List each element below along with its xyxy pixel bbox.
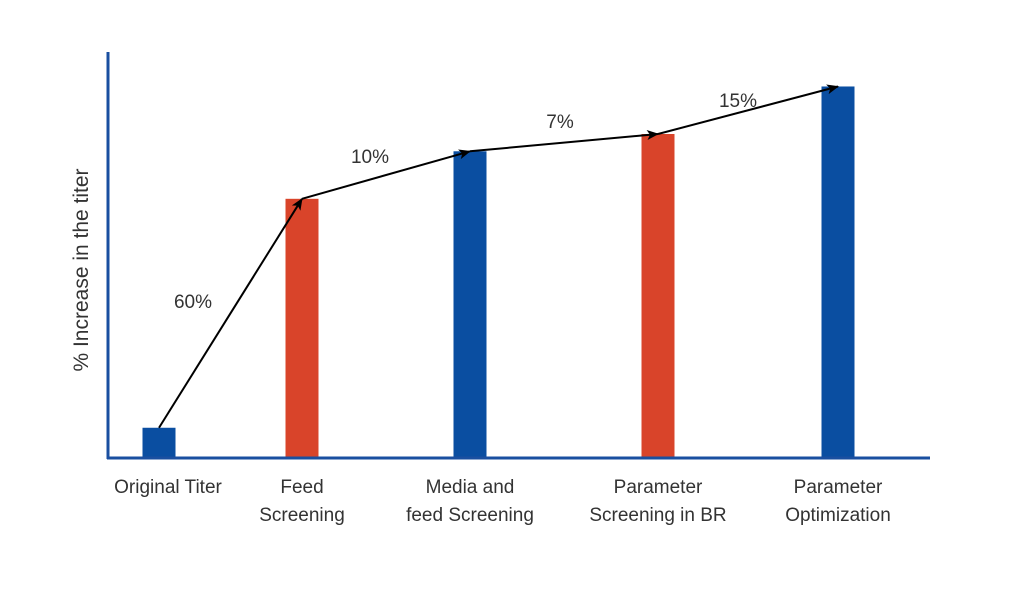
arrows-group [158,84,839,429]
step-arrow-0 [158,197,303,429]
category-label-0: Original Titer [114,477,222,498]
bar-1 [285,198,319,459]
step-increase-labels: 60% 10% 7% 15% [174,91,757,313]
step-increase-label-0: 60% [174,292,212,313]
step-increase-label-2: 7% [546,112,574,133]
category-label-2: Media and feed Screening [406,477,534,526]
bar-4 [821,86,855,458]
bar-0 [142,427,176,458]
step-arrow-1 [301,149,471,200]
bar-3 [641,134,675,458]
category-label-4: Parameter Optimization [785,477,891,526]
bars-group [142,86,855,459]
category-labels: Original Titer Feed Screening Media and feed… [114,477,891,526]
step-arrow-2 [469,130,659,153]
y-axis-title: % Increase in the titer [70,168,93,371]
category-label-1: Feed Screening [259,477,345,526]
step-increase-label-1: 10% [351,147,389,168]
category-label-3: Parameter Screening in BR [589,477,726,526]
step-arrow-3 [657,84,839,135]
step-increase-label-3: 15% [719,91,757,112]
bar-2 [453,151,487,458]
